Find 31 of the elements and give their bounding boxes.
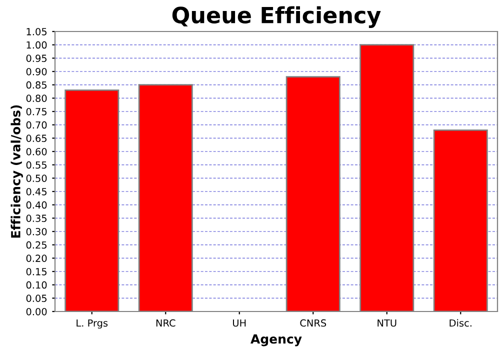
y-tick-label: 0.70 [26, 121, 47, 129]
y-tick-label: 0.30 [26, 228, 47, 236]
y-tick-label: 0.45 [26, 188, 47, 196]
x-tick-label: Disc. [450, 319, 472, 327]
y-tick-label: 0.60 [26, 148, 47, 156]
x-tick-label: NTU [378, 319, 396, 327]
y-tick-label: 0.80 [26, 94, 47, 102]
y-tick-label: 0.05 [26, 294, 47, 302]
y-tick-label: 0.65 [26, 134, 47, 142]
y-tick-label: 0.90 [26, 68, 47, 76]
y-tick-label: 0.50 [26, 174, 47, 182]
y-tick-label: 1.00 [26, 41, 47, 49]
x-tick-label: UH [233, 319, 246, 327]
x-tick-label: CNRS [300, 319, 326, 327]
y-tick-label: 0.85 [26, 81, 47, 89]
y-tick-label: 0.35 [26, 214, 47, 222]
y-tick-label: 0.15 [26, 268, 47, 276]
y-tick-label: 0.20 [26, 254, 47, 262]
x-tick-label: L. Prgs [76, 319, 108, 329]
y-tick-label: 0.00 [26, 308, 47, 316]
y-tick-label: 0.40 [26, 201, 47, 209]
y-tick-label: 0.10 [26, 281, 47, 289]
y-tick-label: 1.05 [26, 28, 47, 36]
y-axis-title: Efficiency (val/obs) [10, 105, 23, 238]
y-tick-label: 0.75 [26, 108, 47, 116]
y-tick-label: 0.55 [26, 161, 47, 169]
x-tick-label: NRC [156, 319, 176, 327]
y-tick-label: 0.25 [26, 241, 47, 249]
y-tick-label: 0.95 [26, 54, 47, 62]
chart-title: Queue Efficiency [172, 6, 381, 28]
x-axis-title: Agency [250, 334, 302, 346]
